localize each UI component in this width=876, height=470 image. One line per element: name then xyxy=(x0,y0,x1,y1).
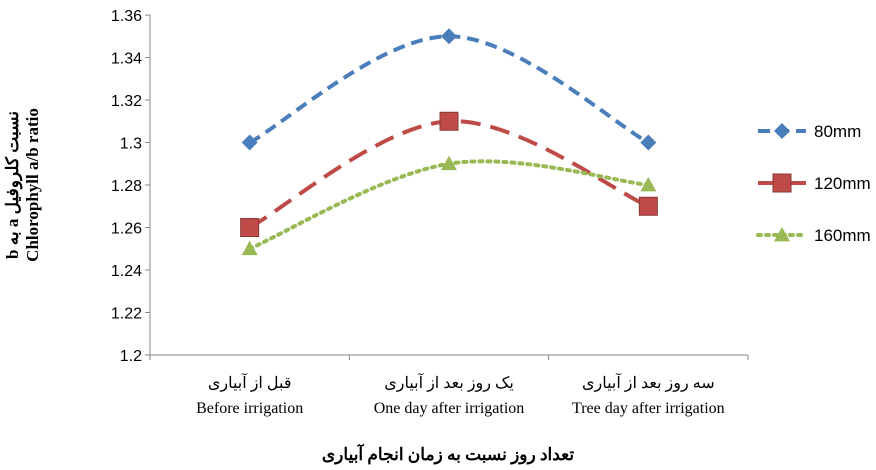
data-point xyxy=(439,111,459,131)
y-tick-label: 1.2 xyxy=(120,348,142,365)
data-point xyxy=(441,28,457,45)
y-tick-label: 1.22 xyxy=(111,306,142,323)
category-label-en: Before irrigation xyxy=(196,400,303,417)
legend-item: 160mm xyxy=(756,226,871,245)
y-tick-label: 1.34 xyxy=(111,51,142,68)
category-label-fa: سه روز بعد از آبیاری xyxy=(582,372,715,392)
data-point xyxy=(240,218,260,237)
legend-item: 80mm xyxy=(758,122,861,141)
series-layer xyxy=(240,28,658,256)
legend-label: 160mm xyxy=(814,226,871,245)
y-axis-title-fa: نسبت کلروفیل a به b xyxy=(3,111,23,259)
y-axis-title: نسبت کلروفیل a به b Chlorophyll a/b rati… xyxy=(3,108,42,262)
category-label-fa: یک روز بعد از آبیاری xyxy=(384,372,514,392)
y-tick-label: 1.26 xyxy=(111,221,142,238)
axes: 1.2 1.22 1.24 1.26 1.28 1.3 1.32 1.34 1.36 قبل از… xyxy=(111,8,749,417)
data-point xyxy=(441,155,457,171)
y-tick-label: 1.24 xyxy=(111,263,142,280)
data-point xyxy=(241,240,258,256)
series-line xyxy=(248,119,650,230)
y-tick-label: 1.3 xyxy=(120,136,142,153)
y-tick-label: 1.36 xyxy=(111,8,142,25)
marker-diamond xyxy=(774,123,790,139)
series-160mm xyxy=(241,155,657,256)
data-point xyxy=(638,196,658,216)
marker-triangle xyxy=(774,227,790,242)
data-point xyxy=(241,134,258,151)
data-point xyxy=(640,177,657,192)
series-80mm xyxy=(241,28,657,151)
category-label-en: Tree day after irrigation xyxy=(572,400,725,417)
x-axis-title: تعداد روز نسبت به زمان انجام آبیاری xyxy=(322,443,575,465)
y-tick-label: 1.32 xyxy=(111,93,142,110)
legend: 80mm 120mm 160mm xyxy=(756,122,871,245)
category-label-en: One day after irrigation xyxy=(374,400,525,417)
marker-square xyxy=(772,173,792,193)
y-axis-title-en: Chlorophyll a/b ratio xyxy=(23,108,42,262)
category-label-fa: قبل از آبیاری xyxy=(208,372,292,392)
legend-item: 120mm xyxy=(758,173,871,193)
series-120mm xyxy=(240,111,658,237)
data-point xyxy=(640,134,657,151)
legend-label: 120mm xyxy=(814,174,871,193)
y-tick-label: 1.28 xyxy=(111,178,142,195)
legend-label: 80mm xyxy=(814,122,861,141)
